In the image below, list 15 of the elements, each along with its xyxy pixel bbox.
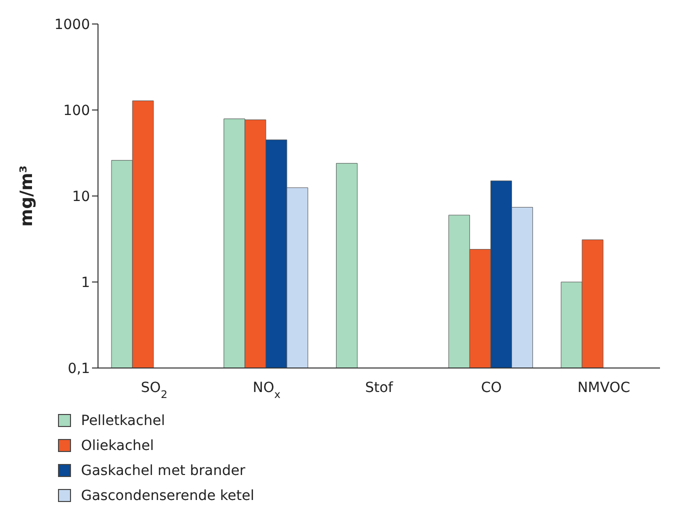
x-tick-label: SO$_{2}$ bbox=[140, 380, 168, 401]
y-axis-title: mg/m³ bbox=[17, 165, 38, 227]
y-tick-label: 0,1 bbox=[68, 360, 90, 377]
y-tick-label: 10 bbox=[72, 188, 90, 205]
x-tick-label: CO bbox=[481, 380, 502, 396]
legend-label: Pelletkachel bbox=[81, 412, 165, 428]
legend-label: Oliekachel bbox=[81, 438, 154, 454]
y-tick-label: 100 bbox=[63, 102, 90, 119]
y-tick-label: 1000 bbox=[54, 16, 90, 33]
x-tick-label: NMVOC bbox=[577, 380, 630, 396]
legend-label: Gascondenserende ketel bbox=[81, 488, 254, 504]
x-tick-label: Stof bbox=[365, 380, 394, 396]
x-tick-label: NO$_{x}$ bbox=[252, 380, 280, 401]
y-tick-label: 1 bbox=[81, 274, 90, 291]
legend-label: Gaskachel met brander bbox=[81, 462, 246, 478]
